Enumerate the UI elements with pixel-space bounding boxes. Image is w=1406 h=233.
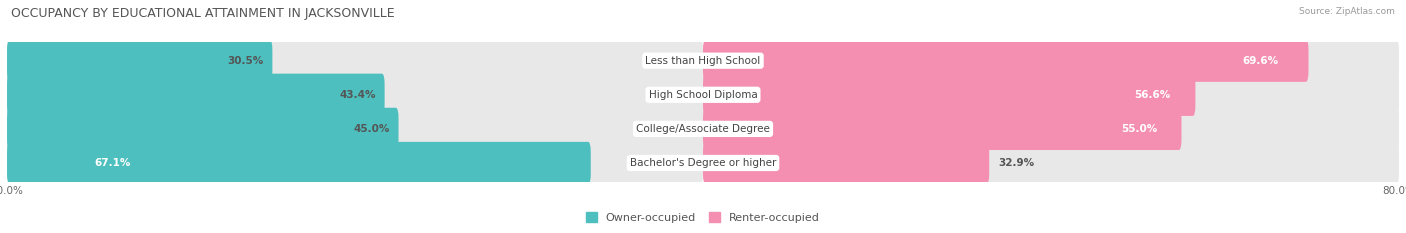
FancyBboxPatch shape [703,108,1181,150]
FancyBboxPatch shape [703,74,1195,116]
Text: OCCUPANCY BY EDUCATIONAL ATTAINMENT IN JACKSONVILLE: OCCUPANCY BY EDUCATIONAL ATTAINMENT IN J… [11,7,395,20]
FancyBboxPatch shape [703,40,1309,82]
Text: 45.0%: 45.0% [353,124,389,134]
Text: 43.4%: 43.4% [339,90,375,100]
Text: High School Diploma: High School Diploma [648,90,758,100]
FancyBboxPatch shape [703,108,1399,150]
FancyBboxPatch shape [703,40,1399,82]
FancyBboxPatch shape [7,108,398,150]
FancyBboxPatch shape [7,40,273,82]
FancyBboxPatch shape [7,40,703,82]
Text: 67.1%: 67.1% [94,158,131,168]
Text: 55.0%: 55.0% [1122,124,1157,134]
Text: 30.5%: 30.5% [228,56,264,66]
FancyBboxPatch shape [7,74,703,116]
FancyBboxPatch shape [703,142,1399,184]
Text: 32.9%: 32.9% [998,158,1033,168]
Text: 69.6%: 69.6% [1241,56,1278,66]
Text: Source: ZipAtlas.com: Source: ZipAtlas.com [1299,7,1395,16]
FancyBboxPatch shape [7,142,703,184]
FancyBboxPatch shape [7,142,591,184]
FancyBboxPatch shape [703,74,1399,116]
FancyBboxPatch shape [703,142,990,184]
Text: Bachelor's Degree or higher: Bachelor's Degree or higher [630,158,776,168]
Text: College/Associate Degree: College/Associate Degree [636,124,770,134]
Text: Less than High School: Less than High School [645,56,761,66]
FancyBboxPatch shape [7,74,385,116]
Text: 56.6%: 56.6% [1135,90,1171,100]
FancyBboxPatch shape [7,108,703,150]
Legend: Owner-occupied, Renter-occupied: Owner-occupied, Renter-occupied [586,212,820,223]
